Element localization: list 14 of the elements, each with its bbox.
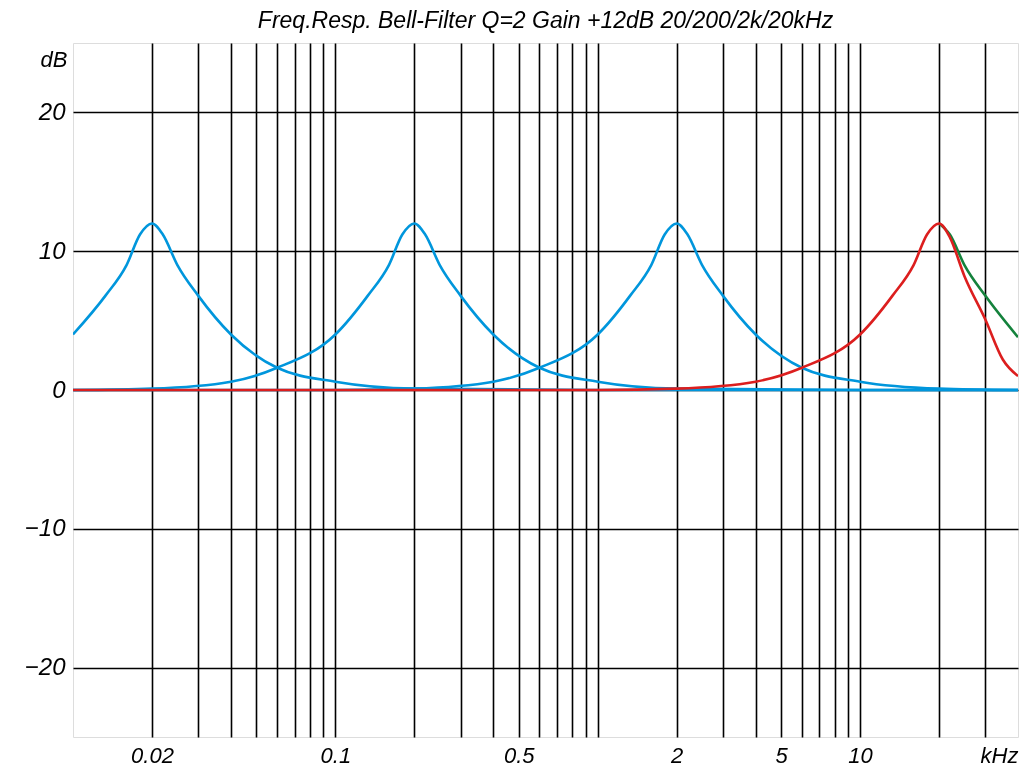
y-tick-label: 20 — [37, 97, 67, 125]
y-tick-label: −20 — [24, 653, 67, 681]
y-tick-label: −10 — [24, 514, 67, 542]
x-axis-title: kHz — [980, 742, 1019, 765]
x-tick-label: 2 — [670, 742, 684, 765]
x-tick-label: 10 — [848, 742, 874, 765]
x-tick-label: 0.02 — [131, 742, 174, 765]
y-tick-label: 10 — [38, 236, 67, 264]
x-tick-label: 0.1 — [320, 742, 352, 765]
x-tick-label: 5 — [775, 742, 789, 765]
x-tick-label: 0.5 — [503, 742, 536, 765]
y-axis-title: dB — [40, 46, 68, 72]
chart-title: Freq.Resp. Bell-Filter Q=2 Gain +12dB 20/200/2k/20kHz — [257, 7, 834, 33]
y-tick-label: 0 — [52, 375, 67, 403]
